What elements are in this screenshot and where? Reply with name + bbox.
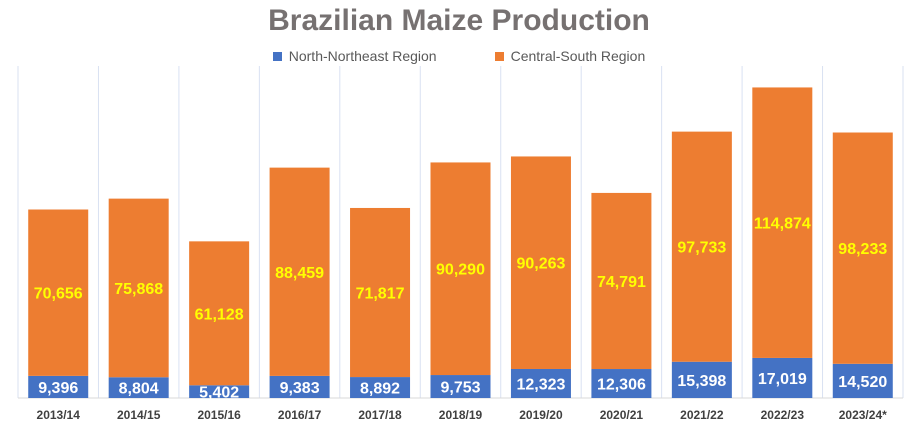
bar-central-south <box>591 192 652 370</box>
data-label: 74,791 <box>597 274 646 291</box>
data-label: 8,892 <box>360 381 400 398</box>
data-label: 90,290 <box>436 262 485 279</box>
bar-north-northeast <box>189 385 250 398</box>
data-label: 15,398 <box>677 373 726 390</box>
bar-central-south <box>350 207 411 378</box>
bar-north-northeast <box>350 377 411 398</box>
data-label: 75,868 <box>114 281 163 298</box>
legend-item-north-northeast: North-Northeast Region <box>272 48 437 64</box>
x-tick-label: 2013/14 <box>37 408 81 422</box>
bar-north-northeast <box>28 375 89 398</box>
data-label: 12,323 <box>516 376 565 393</box>
legend-label: Central-South Region <box>510 48 646 64</box>
x-tick-label: 2019/20 <box>519 408 563 422</box>
bar-north-northeast <box>108 377 169 398</box>
data-label: 8,804 <box>119 381 159 398</box>
legend-swatch-blue <box>272 51 282 61</box>
data-label: 98,233 <box>838 241 887 258</box>
chart-title: Brazilian Maize Production <box>268 4 650 37</box>
x-tick-label: 2018/19 <box>439 408 483 422</box>
legend-swatch-orange <box>494 51 504 61</box>
bar-north-northeast <box>671 361 732 398</box>
bar-central-south <box>189 241 250 386</box>
data-label: 9,753 <box>440 380 480 397</box>
bar-central-south <box>510 156 571 369</box>
bar-north-northeast <box>510 368 571 398</box>
x-tick-label: 2022/23 <box>761 408 805 422</box>
data-label: 70,656 <box>34 286 83 303</box>
x-tick-label: 2014/15 <box>117 408 161 422</box>
legend-label: North-Northeast Region <box>288 48 437 64</box>
bar-north-northeast <box>832 363 893 398</box>
bar-central-south <box>832 132 893 364</box>
x-tick-label: 2023/24* <box>839 408 887 422</box>
data-label: 97,733 <box>677 240 726 257</box>
bar-central-south <box>671 131 732 362</box>
bar-central-south <box>28 209 89 376</box>
data-label: 90,263 <box>516 256 565 273</box>
bar-central-south <box>108 198 169 378</box>
bar-north-northeast <box>430 375 491 398</box>
legend: North-Northeast Region Central-South Reg… <box>0 48 918 64</box>
x-tick-label: 2021/22 <box>680 408 724 422</box>
bar-central-south <box>269 167 330 376</box>
bar-central-south <box>430 162 491 376</box>
data-label: 5,402 <box>199 385 239 402</box>
x-tick-label: 2015/16 <box>197 408 241 422</box>
bar-north-northeast <box>752 357 813 398</box>
data-label: 114,874 <box>754 216 811 233</box>
x-tick-label: 2016/17 <box>278 408 322 422</box>
data-label: 61,128 <box>195 306 244 323</box>
data-label: 88,459 <box>275 265 324 282</box>
data-label: 12,306 <box>597 377 646 394</box>
data-label: 9,383 <box>280 380 320 397</box>
bar-north-northeast <box>591 369 652 398</box>
bar-north-northeast <box>269 375 330 398</box>
data-label: 9,396 <box>38 380 78 397</box>
bar-central-south <box>752 87 813 358</box>
data-label: 71,817 <box>356 286 405 303</box>
legend-item-central-south: Central-South Region <box>494 48 646 64</box>
x-tick-label: 2017/18 <box>358 408 402 422</box>
data-label: 14,520 <box>838 374 887 391</box>
x-tick-label: 2020/21 <box>600 408 644 422</box>
data-label: 17,019 <box>758 371 807 388</box>
